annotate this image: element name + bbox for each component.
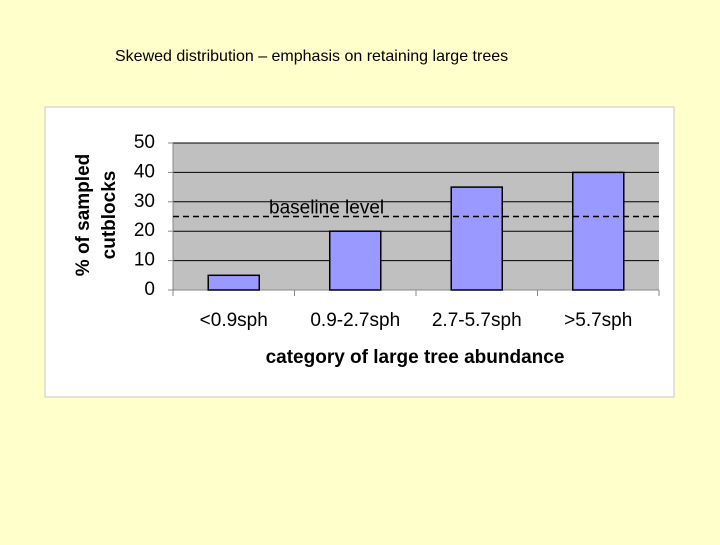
y-tick-label: 10 [134, 250, 155, 271]
y-axis-label-line: % of sampled [73, 154, 94, 276]
reference-label: baseline level [269, 198, 384, 219]
bar [571, 171, 625, 291]
x-axis-label: category of large tree abundance [266, 347, 565, 368]
y-axis-label-line: cutblocks [99, 171, 120, 260]
y-tick-label: 20 [134, 220, 155, 241]
y-tick-label: 50 [134, 132, 155, 153]
bar [450, 186, 504, 291]
bar [207, 274, 261, 291]
slide-title: Skewed distribution – emphasis on retain… [115, 48, 508, 65]
x-tick-label: 0.9-2.7sph [310, 310, 400, 331]
x-tick-label: >5.7sph [564, 310, 632, 331]
x-tick-label: 2.7-5.7sph [432, 310, 522, 331]
x-tick-label: <0.9sph [200, 310, 268, 331]
y-axis-label: % of sampled cutblocks [73, 154, 120, 276]
y-tick-label: 0 [144, 279, 155, 300]
y-tick-label: 40 [134, 161, 155, 182]
y-tick-label: 30 [134, 191, 155, 212]
bar [328, 230, 382, 291]
